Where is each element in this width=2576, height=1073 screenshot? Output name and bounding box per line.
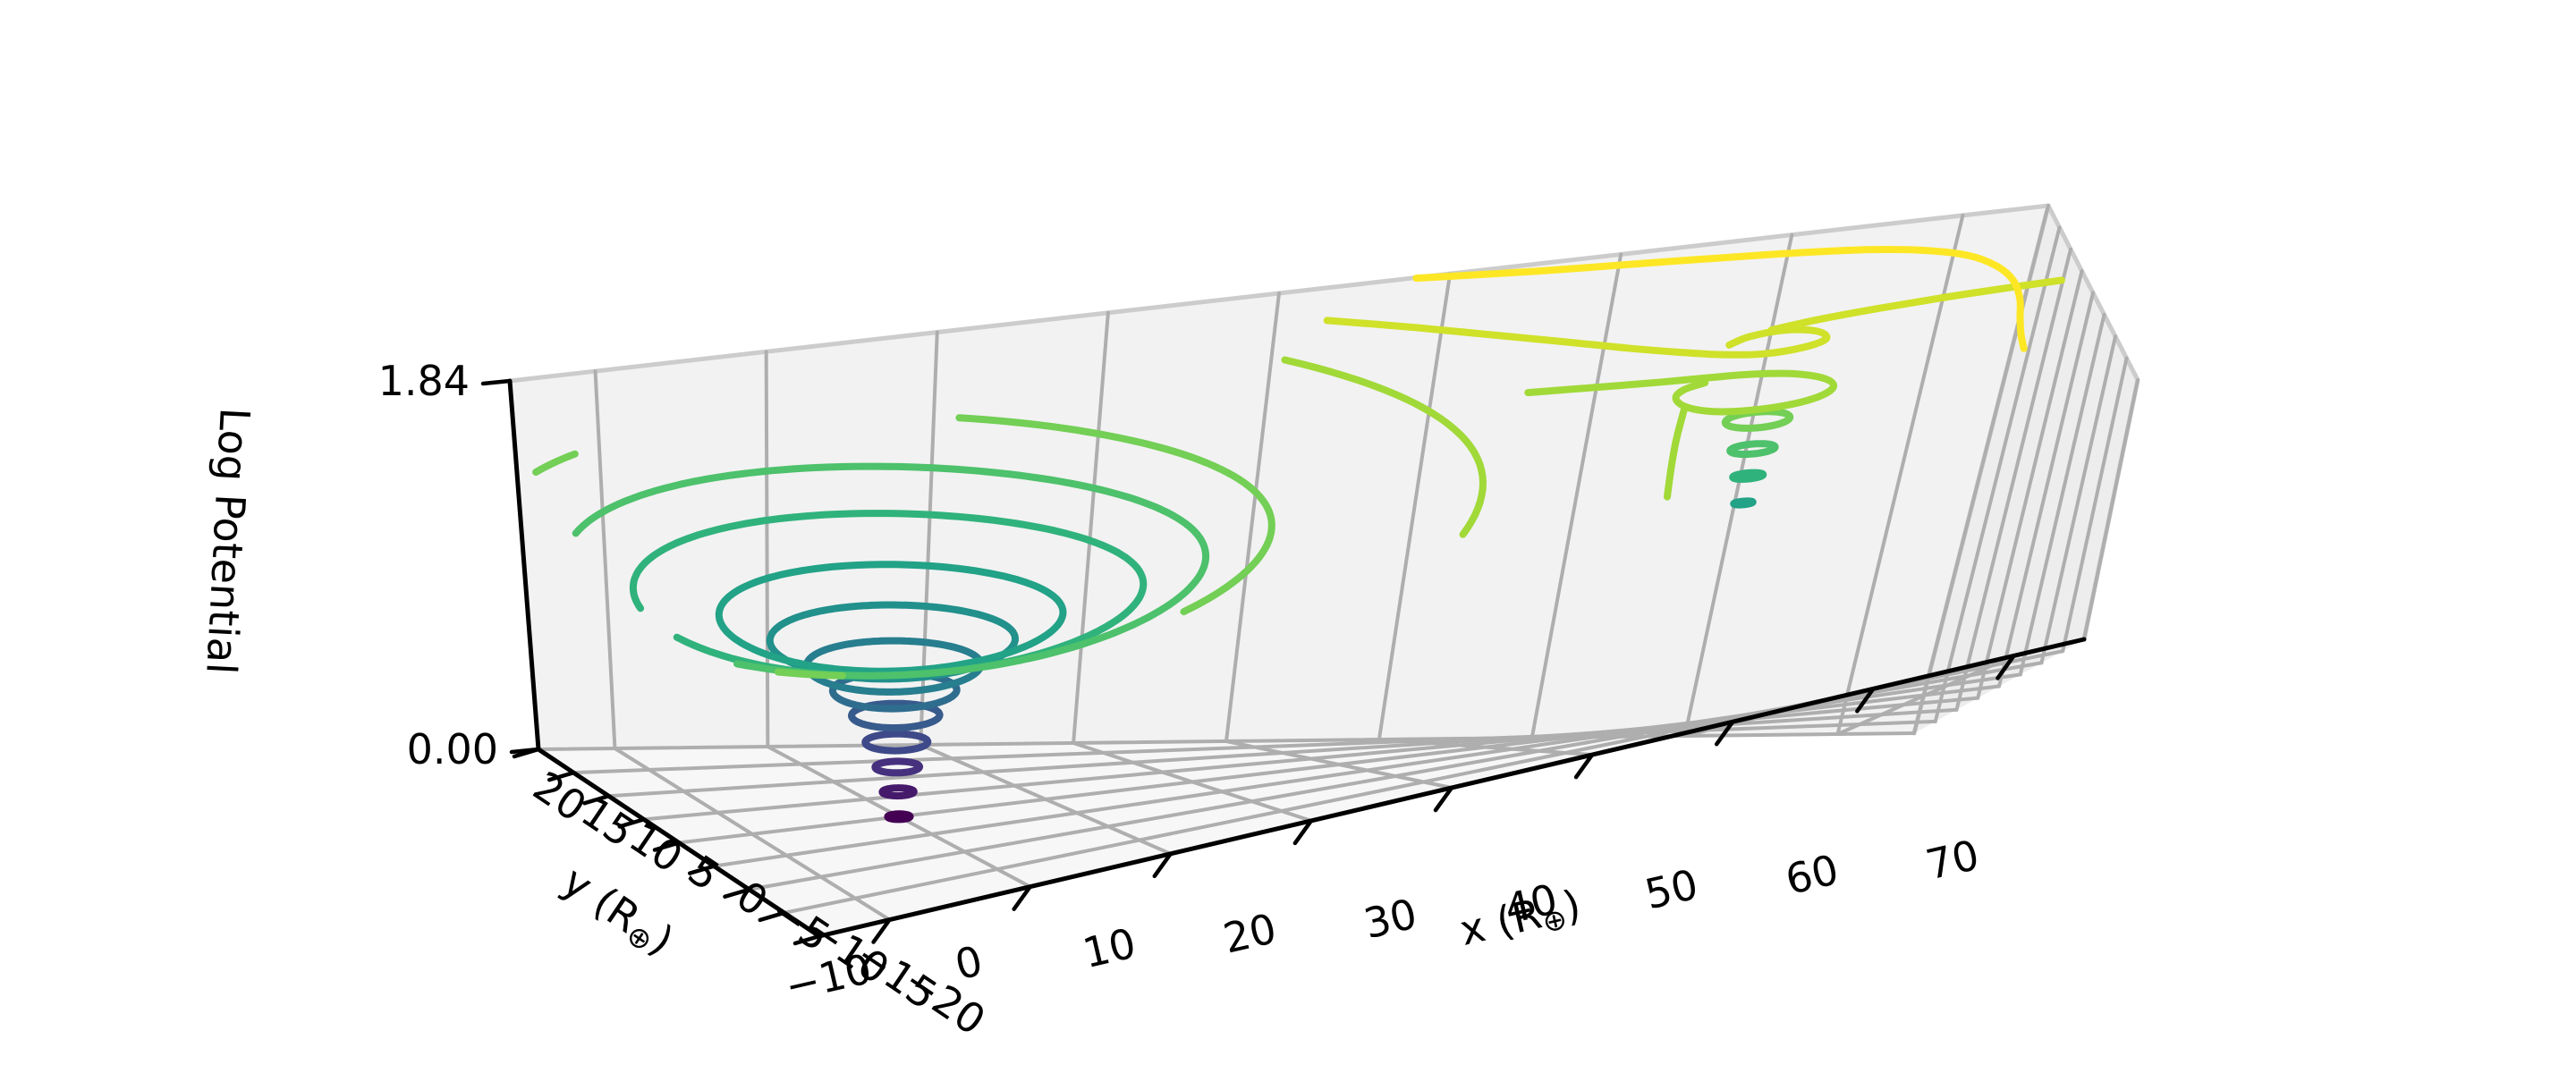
primary-well-contour-ring (848, 699, 944, 731)
secondary-well-contour-ring (1729, 469, 1767, 483)
x-tick-label: 60 (1781, 845, 1843, 904)
x-tick (1433, 785, 1454, 813)
right-wall-gridline (1912, 204, 2050, 735)
floor-gridline-y (537, 731, 1916, 751)
primary-well-contour-ring (861, 730, 932, 755)
back-wall-gridline (1682, 232, 1794, 738)
right-wall-gridline (2039, 334, 2117, 665)
contour-lines (532, 246, 2065, 824)
x-tick-label: 30 (1360, 890, 1421, 949)
right-wall-gridline (2061, 356, 2129, 654)
y-tick (617, 817, 646, 829)
z-tick-label: 1.84 (378, 357, 470, 405)
open-contour-level-14 (1412, 246, 2028, 352)
x-tick (1012, 884, 1032, 911)
primary-well-contour-ring (715, 561, 1067, 675)
open-contour-level-12 (1664, 405, 1688, 501)
z-tick-label: 0.00 (407, 725, 498, 773)
x-tick-label: 50 (1640, 860, 1702, 919)
secondary-well-contour-ring (1726, 440, 1779, 458)
primary-well-contour-ring (572, 462, 1210, 680)
floor-gridline-y (572, 719, 1937, 775)
y-tick (582, 794, 611, 806)
x-tick (1292, 818, 1314, 846)
right-wall-gridline (2018, 312, 2106, 677)
x-tick (1573, 752, 1595, 780)
z-tick (509, 747, 541, 755)
y-tick (723, 887, 751, 899)
secondary-well-contour-ring (1730, 497, 1757, 509)
right-wall-gridline (1976, 269, 2084, 700)
x-tick (871, 917, 892, 944)
z-tick (480, 378, 513, 386)
x-tick-label: 40 (1500, 874, 1562, 934)
y-tick (547, 770, 576, 782)
primary-well-contour-ring (1281, 356, 1487, 538)
open-contour-level-12 (1524, 369, 1838, 416)
back-wall-pane (510, 206, 2048, 749)
y-tick (688, 864, 716, 875)
back-wall-gridline (1072, 310, 1110, 745)
x-tick-label: 20 (1219, 904, 1281, 963)
panes (507, 203, 2140, 936)
y-tick (758, 910, 786, 923)
back-wall-gridline (1835, 213, 1965, 736)
right-wall-gridline (1997, 291, 2095, 689)
back-wall-gridline (764, 350, 770, 748)
y-tick (652, 841, 682, 852)
x-tick (1855, 687, 1876, 714)
right-wall-gridline (1954, 247, 2072, 712)
x-tick (1152, 851, 1174, 879)
x-tick-label: 10 (1079, 918, 1140, 977)
z-axis-spine (507, 378, 541, 752)
tick-marks (480, 378, 2016, 946)
y-tick (792, 934, 822, 946)
x-tick-label: 70 (1921, 831, 1983, 890)
right-wall-gridline (2082, 378, 2140, 641)
floor-pane (538, 639, 2084, 936)
back-wall-gridline (593, 369, 617, 750)
primary-well-contour-ring (871, 757, 924, 777)
x-tick (1714, 719, 1735, 747)
right-wall-gridline (1933, 225, 2062, 723)
open-contour-level-13 (1323, 317, 1831, 359)
primary-well-contour-ring (878, 784, 918, 800)
x-tick (1996, 654, 2016, 680)
back-wall-gridline (1530, 252, 1623, 739)
back-wall-gridline (1224, 291, 1281, 743)
back-wall-gridline (1377, 272, 1453, 741)
primary-well-contour-ring (532, 414, 1275, 680)
primary-well-contour-ring (884, 810, 914, 824)
